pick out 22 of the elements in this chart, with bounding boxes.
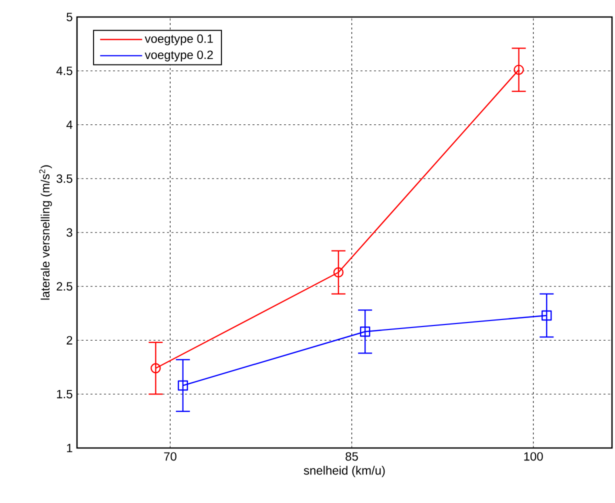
y-tick-label: 2.5 bbox=[56, 282, 72, 291]
y-tick-label: 1 bbox=[67, 444, 72, 452]
x-axis-title: snelheid (km/u) bbox=[304, 466, 385, 478]
point bbox=[150, 363, 161, 374]
y-tick-label: 4 bbox=[66, 120, 72, 129]
y-axis-title: laterale versnelling (m/s$^{2}$) bbox=[39, 165, 52, 300]
point bbox=[542, 310, 552, 321]
y-tick-label: 4.5 bbox=[56, 66, 72, 76]
x-tick-label: 70 bbox=[164, 452, 176, 461]
y-tick-label: 3.5 bbox=[56, 174, 72, 183]
point bbox=[360, 326, 370, 337]
x-tick-label: 100 bbox=[524, 452, 543, 461]
legend-label: voegtype 0.2 bbox=[144, 50, 213, 62]
x-tick-label: 85 bbox=[346, 452, 358, 461]
y-tick-label: 3 bbox=[66, 228, 72, 237]
point bbox=[514, 64, 524, 75]
y-tick-label: 1.5 bbox=[57, 390, 72, 398]
point bbox=[178, 380, 188, 391]
legend-label: voegtype 0.1 bbox=[144, 34, 213, 46]
y-tick-label: 5 bbox=[66, 12, 72, 22]
y-tick-label: 2 bbox=[66, 336, 72, 344]
point bbox=[333, 267, 344, 278]
